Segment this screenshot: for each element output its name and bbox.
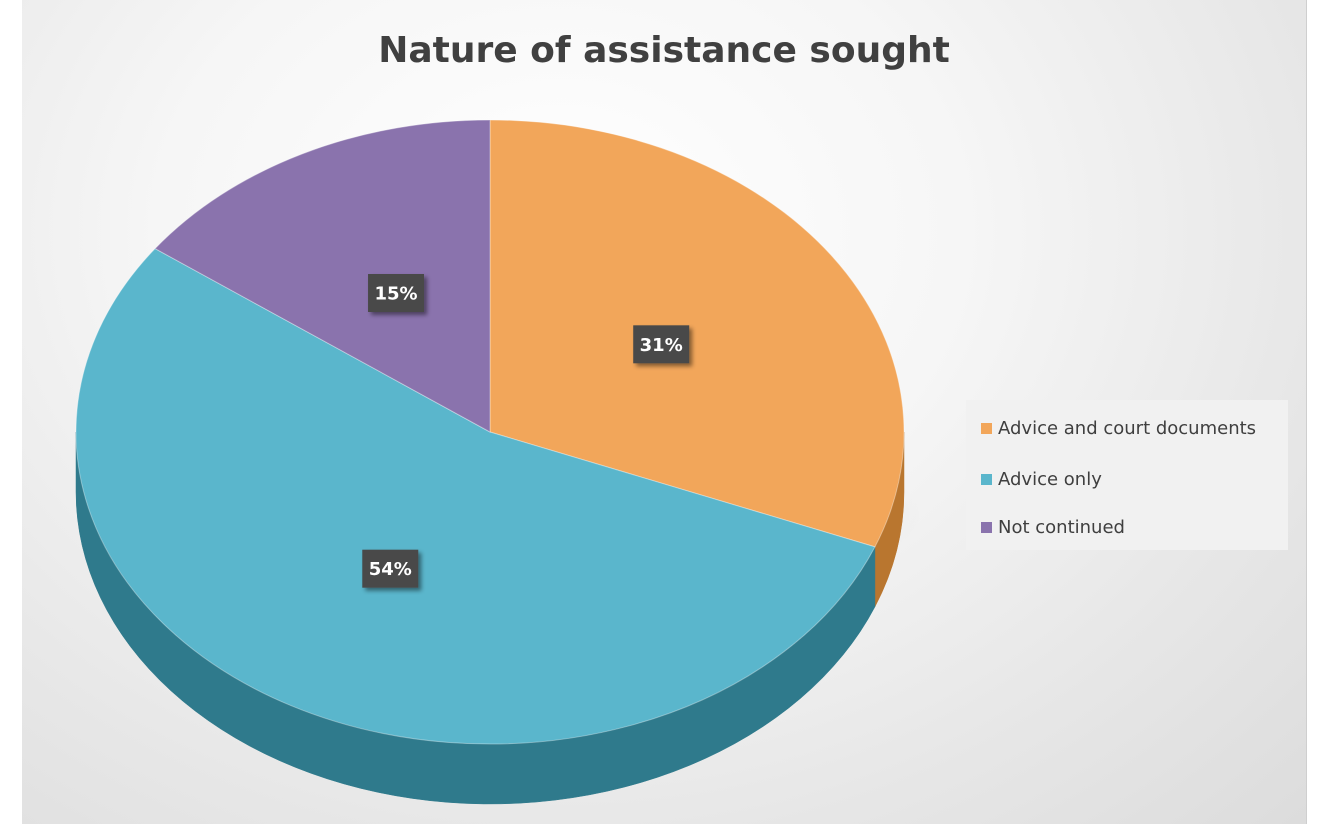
data-label-text: 31% bbox=[640, 335, 683, 356]
legend-swatch bbox=[981, 521, 992, 533]
data-label-text: 54% bbox=[369, 559, 412, 580]
legend-swatch bbox=[981, 422, 992, 434]
legend-swatch bbox=[981, 473, 992, 485]
data-label-text: 15% bbox=[374, 284, 417, 305]
legend-item-advice-and-court-documents: Advice and court documents bbox=[981, 416, 1256, 440]
legend-label: Advice only bbox=[998, 468, 1102, 490]
data-label-box bbox=[368, 274, 425, 312]
pie-slice-advice-only bbox=[75, 247, 876, 745]
legend: Advice and court documents Advice only N… bbox=[966, 400, 1288, 550]
data-label-advice-and-court-documents: 31% bbox=[633, 325, 690, 364]
data-label-not-continued: 15% bbox=[368, 274, 425, 312]
pie-slice-not-continued bbox=[154, 119, 491, 433]
data-label-box bbox=[362, 549, 419, 588]
legend-label: Not continued bbox=[998, 516, 1125, 538]
legend-item-advice-only: Advice only bbox=[981, 467, 1102, 491]
data-label-box bbox=[633, 325, 690, 364]
legend-item-not-continued: Not continued bbox=[981, 515, 1125, 539]
legend-label: Advice and court documents bbox=[998, 417, 1257, 439]
data-label-advice-only: 54% bbox=[362, 549, 419, 588]
chart-title: Nature of assistance sought bbox=[378, 30, 950, 71]
pie-slice-advice-and-court-documents bbox=[489, 119, 905, 548]
